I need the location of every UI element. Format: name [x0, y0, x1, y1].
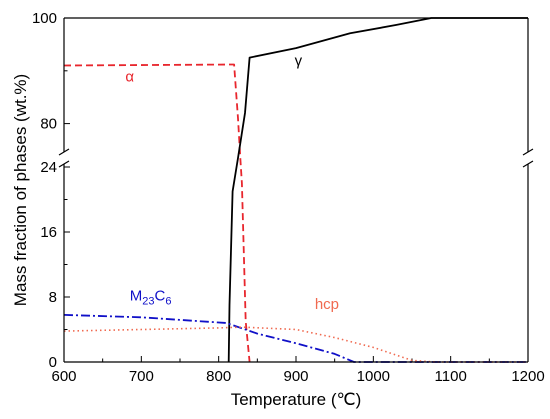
- series-label-2: γ: [295, 53, 303, 70]
- series-line-1: [63, 63, 251, 363]
- axis-break-left: [58, 148, 70, 168]
- x-tick-label-1100: 1100: [435, 368, 467, 385]
- y-axis-title: Mass fraction of phases (wt.%): [11, 74, 30, 306]
- series-line-2: [227, 17, 528, 363]
- series-label-m23c6: M23C6: [130, 287, 172, 307]
- x-tick-label-1000: 1000: [357, 368, 390, 385]
- plot-frame: [58, 17, 534, 363]
- x-tick-label-1200: 1200: [511, 368, 544, 385]
- x-tick-label-700: 700: [129, 368, 154, 385]
- y-tick-label-8: 8: [49, 289, 57, 306]
- x-tick-label-800: 800: [206, 368, 231, 385]
- series-label-3: hcp: [315, 296, 339, 313]
- data-series: [63, 17, 528, 363]
- x-axis-title: Temperature (℃): [231, 390, 362, 409]
- series-line-3: [63, 314, 528, 363]
- y-tick-label-80: 80: [40, 116, 57, 133]
- y-tick-label-100: 100: [32, 10, 57, 27]
- series-annotations: α γ hcp M23C6: [125, 53, 339, 314]
- y-tick-label-24: 24: [40, 159, 57, 176]
- axis-break-right: [522, 148, 534, 168]
- tick-labels: 600 700 800 900 1000 1100 1200 0 8 16 24 80 100: [32, 10, 545, 385]
- y-tick-label-16: 16: [40, 224, 57, 241]
- series-label-1: α: [125, 68, 134, 85]
- x-tick-label-600: 600: [51, 368, 76, 385]
- y-tick-label-0: 0: [49, 354, 57, 371]
- x-tick-label-900: 900: [283, 368, 308, 385]
